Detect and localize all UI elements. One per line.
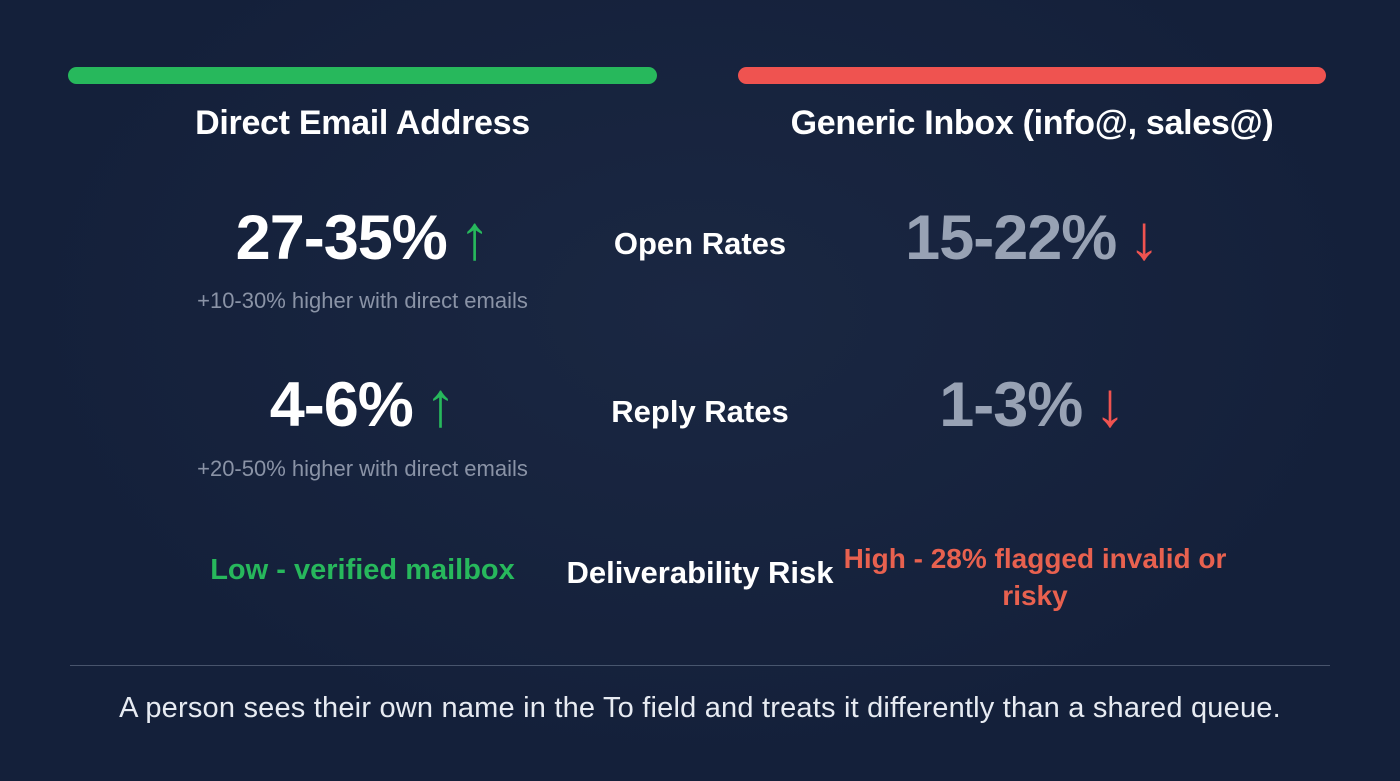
direct-open-rate-number: 27-35% [235, 203, 448, 273]
arrow-up-icon: ↑ [424, 370, 456, 440]
direct-deliverability-risk: Low - verified mailbox [210, 554, 515, 586]
direct-reply-rate-value: 4-6% ↑ [68, 370, 657, 440]
metric-label-open-rates: Open Rates [613, 226, 787, 261]
arrow-up-icon: ↑ [458, 203, 490, 273]
direct-reply-rate-number: 4-6% [269, 370, 414, 440]
generic-inbox-accent-bar [738, 67, 1326, 84]
generic-open-rate-number: 15-22% [905, 203, 1117, 273]
generic-deliverability-risk: High - 28% flagged invalid or risky [843, 543, 1227, 611]
arrow-down-icon: ↓ [1094, 370, 1125, 440]
direct-email-column-title: Direct Email Address [195, 104, 530, 142]
metric-label-reply-rates: Reply Rates [611, 394, 789, 429]
direct-open-rate-note: +10-30% higher with direct emails [197, 288, 528, 313]
footer-takeaway-text: A person sees their own name in the To f… [119, 692, 1281, 724]
generic-reply-rate-number: 1-3% [939, 370, 1083, 440]
metric-label-deliverability-risk: Deliverability Risk [566, 555, 834, 590]
direct-open-rate-value: 27-35% ↑ [68, 203, 657, 273]
footer-divider [70, 665, 1330, 666]
generic-inbox-column-title: Generic Inbox (info@, sales@) [790, 104, 1274, 142]
generic-reply-rate-value: 1-3% ↓ [738, 370, 1326, 440]
direct-reply-rate-note: +20-50% higher with direct emails [197, 456, 528, 481]
arrow-down-icon: ↓ [1128, 203, 1159, 273]
generic-open-rate-value: 15-22% ↓ [738, 203, 1326, 273]
direct-email-accent-bar [68, 67, 657, 84]
